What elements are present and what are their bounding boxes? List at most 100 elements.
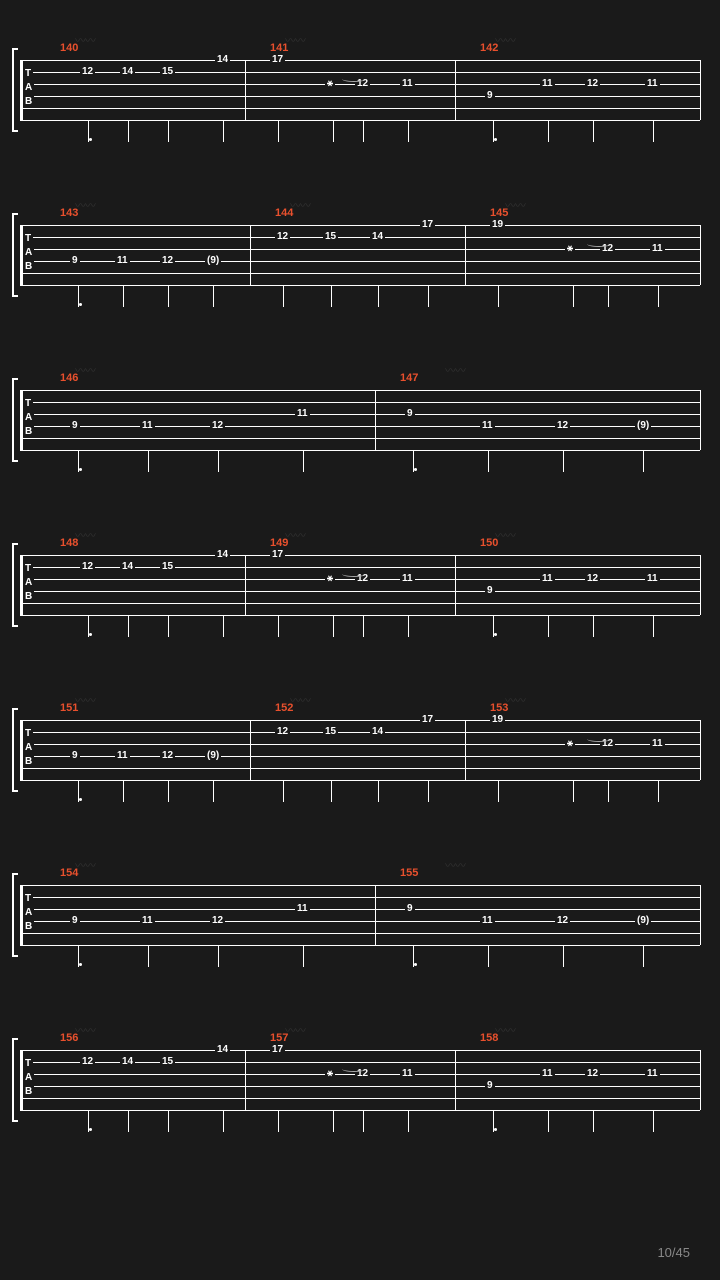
fret-number: 11 [645,79,660,89]
vibrato-mark: 〰〰 [495,527,515,543]
staff-line [20,426,700,427]
tab-clef-letter: T [23,68,33,79]
note-stem [278,120,279,142]
fret-number: 15 [160,67,175,77]
staff-line [20,273,700,274]
note-stem [148,450,149,472]
vibrato-mark: 〰〰 [290,692,310,708]
barline [375,885,376,945]
barline [20,390,23,450]
note-stem [218,945,219,967]
vibrato-mark: 〰〰 [445,362,465,378]
fret-number: 11 [115,256,130,266]
grace-note: ⚹ [325,1069,335,1079]
vibrato-mark: 〰〰 [285,527,305,543]
fret-number: 14 [370,727,385,737]
tab-clef-letter: A [23,1072,34,1083]
tab-clef-letter: A [23,577,34,588]
barline [245,1050,246,1110]
staff-line [20,108,700,109]
note-stem [303,450,304,472]
tab-staff: TAB156〰〰12141514157〰〰17⚹1211158〰〰9111211 [20,1050,700,1110]
barline [455,1050,456,1110]
barline [20,60,23,120]
staff-line [20,60,700,61]
fret-number: 19 [490,715,505,725]
vibrato-mark: 〰〰 [445,857,465,873]
fret-number: 12 [80,67,95,77]
fret-number: 17 [270,1045,285,1055]
tab-system: TAB148〰〰12141514149〰〰17⚹1211150〰〰9111211 [20,555,700,655]
staff-line [20,285,700,286]
staff-line [20,885,700,886]
tab-staff: TAB151〰〰91112(9)152〰〰12151417153〰〰19⚹121… [20,720,700,780]
fret-number: 9 [485,1081,495,1091]
tab-clef-letter: A [23,247,34,258]
tab-staff: TAB154〰〰9111211155〰〰91112(9) [20,885,700,945]
barline [455,555,456,615]
fret-number: 11 [295,904,310,914]
note-stem [213,285,214,307]
fret-number: 11 [540,574,555,584]
tab-clef-letter: B [23,1086,34,1097]
staff-bracket [12,543,18,627]
tab-clef-letter: T [23,398,33,409]
note-stem [168,780,169,802]
fret-number: 9 [70,916,80,926]
staff-line [20,780,700,781]
tab-clef-letter: A [23,412,34,423]
barline [20,555,23,615]
rhythm-dot [79,963,82,966]
fret-number: 9 [70,256,80,266]
fret-number: 11 [295,409,310,419]
rhythm-dot [414,468,417,471]
note-stem [128,1110,129,1132]
fret-number: 12 [585,79,600,89]
tablature-page: TAB140〰〰12141514141〰〰17⚹1211142〰〰9111211… [20,60,700,1150]
barline [245,60,246,120]
note-stem [331,285,332,307]
staff-line [20,744,700,745]
fret-number: 12 [585,574,600,584]
note-stem [428,285,429,307]
measure-number: 147 [400,372,418,384]
fret-number: 12 [160,751,175,761]
vibrato-mark: 〰〰 [495,1022,515,1038]
note-stem [563,450,564,472]
note-stem [283,780,284,802]
staff-line [20,591,700,592]
fret-number: 15 [323,232,338,242]
fret-number: 15 [160,562,175,572]
vibrato-mark: 〰〰 [75,32,95,48]
tie-mark [587,241,611,247]
fret-number: 11 [115,751,130,761]
fret-number: 11 [400,79,415,89]
note-stem [408,120,409,142]
staff-bracket [12,1038,18,1122]
vibrato-mark: 〰〰 [75,692,95,708]
barline [20,225,23,285]
measure-number: 155 [400,867,418,879]
staff-line [20,909,700,910]
vibrato-mark: 〰〰 [285,32,305,48]
barline [250,720,251,780]
rhythm-dot [494,138,497,141]
staff-line [20,249,700,250]
fret-number: 14 [215,55,230,65]
note-stem [608,780,609,802]
staff-line [20,555,700,556]
fret-number: 15 [160,1057,175,1067]
grace-note: ⚹ [325,574,335,584]
tab-staff: TAB140〰〰12141514141〰〰17⚹1211142〰〰9111211 [20,60,700,120]
staff-line [20,96,700,97]
tab-clef-letter: B [23,96,34,107]
fret-number: 12 [555,421,570,431]
tab-clef-letter: B [23,591,34,602]
fret-number: 12 [80,562,95,572]
fret-number: 12 [210,916,225,926]
rhythm-dot [494,1128,497,1131]
note-stem [653,120,654,142]
note-stem [123,285,124,307]
staff-line [20,768,700,769]
barline [245,555,246,615]
